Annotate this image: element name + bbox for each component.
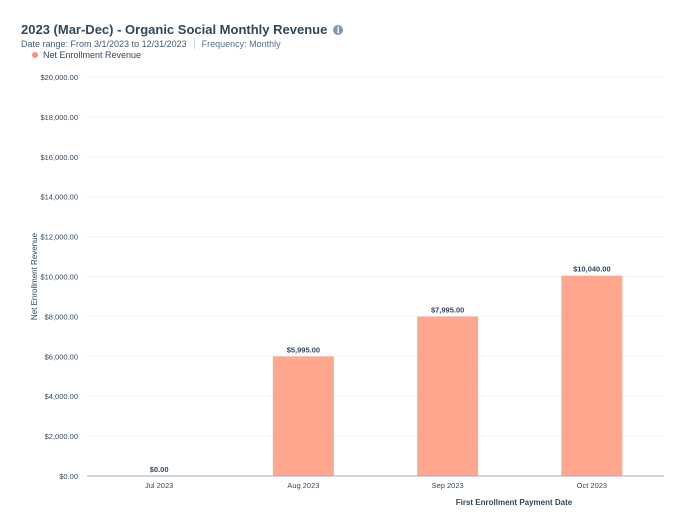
chart-header: 2023 (Mar-Dec) - Organic Social Monthly … [21,22,344,37]
bar[interactable] [417,316,479,476]
x-tick-label: Sep 2023 [432,481,464,490]
legend-label[interactable]: Net Enrollment Revenue [43,50,142,60]
x-axis-ticks: Jul 2023 Aug 2023 Sep 2023 Oct 2023 [145,481,607,490]
y-tick-label: $0.00 [59,472,78,481]
y-axis-title: Net Enrollment Revenue [30,232,39,320]
bar-value-label: $7,995.00 [431,305,464,314]
bar[interactable] [272,356,334,476]
bar[interactable] [561,275,623,476]
x-tick-label: Jul 2023 [145,481,173,490]
bar-value-label: $0.00 [150,465,169,474]
y-tick-label: $20,000.00 [40,73,78,82]
info-icon[interactable]: i [333,24,344,35]
x-axis-title: First Enrollment Payment Date [456,498,573,507]
data-labels: $0.00 $5,995.00 $7,995.00 $10,040.00 [150,265,611,474]
bar-value-label: $10,040.00 [573,265,611,274]
date-range-text: Date range: From 3/1/2023 to 12/31/2023 [21,38,187,49]
y-tick-label: $6,000.00 [45,352,78,361]
legend-swatch [32,52,38,58]
gridlines [87,76,664,437]
y-tick-label: $2,000.00 [45,432,78,441]
y-tick-label: $12,000.00 [40,233,78,242]
legend: Net Enrollment Revenue [32,50,141,60]
bar-value-label: $5,995.00 [287,345,320,354]
y-tick-label: $18,000.00 [40,113,78,122]
bars [272,275,623,476]
y-tick-label: $10,000.00 [40,273,78,282]
frequency-text: Frequency: Monthly [201,38,281,49]
y-tick-label: $16,000.00 [40,153,78,162]
chart-title: 2023 (Mar-Dec) - Organic Social Monthly … [21,22,328,37]
y-tick-label: $8,000.00 [45,312,78,321]
meta-divider [193,38,195,49]
y-axis-ticks: $0.00 $2,000.00 $4,000.00 $6,000.00 $8,000.0… [40,73,78,481]
x-tick-label: Oct 2023 [577,481,607,490]
x-tick-label: Aug 2023 [287,481,319,490]
chart-meta: Date range: From 3/1/2023 to 12/31/2023 … [21,38,281,49]
y-tick-label: $4,000.00 [45,392,78,401]
y-tick-label: $14,000.00 [40,193,78,202]
